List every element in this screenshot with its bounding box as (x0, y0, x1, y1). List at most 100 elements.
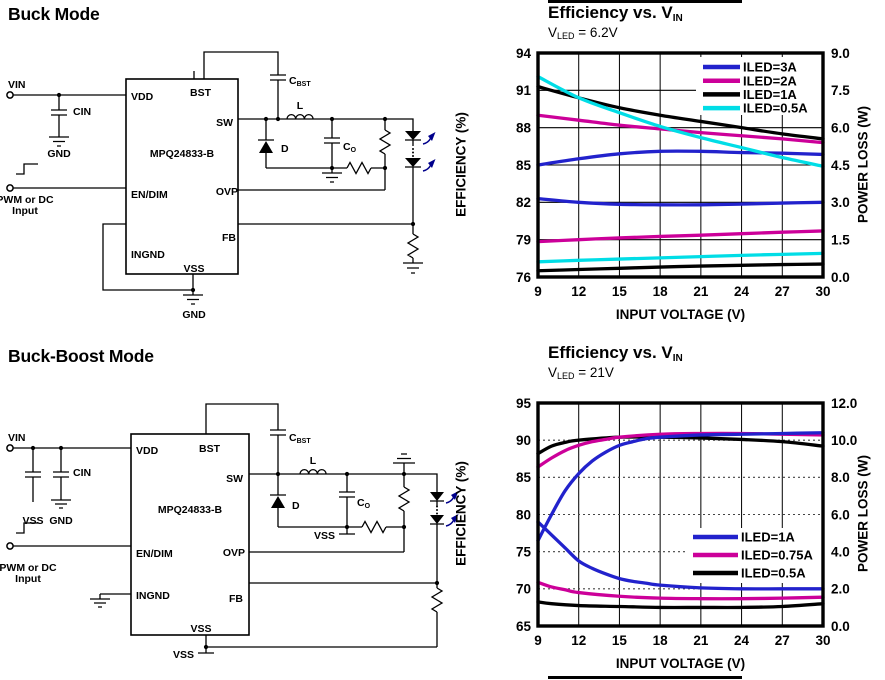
diode-label: D (292, 500, 300, 512)
gnd-label: GND (49, 515, 73, 527)
x-tick: 24 (734, 284, 750, 299)
cbst-label: CBST (289, 75, 311, 88)
buckboost-efficiency-chart: Efficiency vs. VIN VLED = 21V EFFICIENCY… (440, 340, 885, 680)
pin-sw: SW (216, 117, 233, 129)
resistor (378, 129, 392, 155)
legend-label: ILED=0.5A (741, 566, 806, 581)
chart-condition: VLED = 21V (548, 365, 614, 381)
diode-wires (270, 474, 286, 527)
buckboost-mode-schematic: VIN CIN VSS GND PWM or DC Input VDD BST … (0, 403, 459, 661)
bootstrap-capacitor (270, 429, 286, 474)
y-tick-left: 80 (516, 507, 531, 522)
y-tick-right: 3.0 (831, 195, 850, 210)
sense-resistor (346, 161, 372, 175)
series-curve (536, 520, 825, 591)
y-tick-left: 91 (516, 83, 532, 98)
input-capacitor (51, 95, 67, 137)
y-tick-right: 0.0 (831, 619, 850, 634)
x-tick: 27 (775, 633, 790, 648)
y-tick-right: 0.0 (831, 270, 850, 285)
diode-icon (271, 496, 285, 508)
y-tick-right: 7.5 (831, 83, 850, 98)
pwm-label: Input (15, 573, 41, 585)
series-curve (536, 580, 825, 601)
y-tick-right: 4.5 (831, 158, 850, 173)
y-tick-right: 6.0 (831, 120, 850, 135)
pwm-terminal (6, 184, 14, 192)
legend-label: ILED=0.75A (741, 548, 814, 563)
buck-solids (56, 92, 421, 293)
x-tick: 15 (612, 633, 628, 648)
pwm-label: PWM or DC (0, 562, 57, 574)
inductor (299, 469, 327, 475)
chart-title: Efficiency vs. VIN (548, 3, 683, 24)
pin-fb: FB (229, 593, 243, 605)
series-curve (536, 600, 825, 610)
legend-label: ILED=0.5A (743, 101, 808, 116)
legend-label: ILED=2A (743, 73, 797, 88)
co-label: CO (343, 141, 357, 154)
legend-label: ILED=1A (743, 87, 797, 102)
y-tick-left: 79 (516, 232, 531, 247)
x-tick: 12 (571, 284, 586, 299)
ground-symbol (183, 290, 203, 305)
pin-vdd: VDD (131, 91, 154, 103)
x-tick: 21 (693, 284, 709, 299)
input-capacitor (25, 448, 41, 502)
y-tick-right: 6.0 (831, 507, 850, 522)
output-capacitor (339, 474, 355, 527)
feedback-resistor (406, 233, 420, 259)
y-tick-left: 65 (516, 619, 532, 634)
led-light-arrows (445, 491, 459, 527)
y-tick-left: 70 (516, 582, 531, 597)
buckboost-solids (30, 445, 444, 650)
inductor (286, 114, 314, 120)
pin-bst: BST (190, 87, 212, 99)
plot-area: 76 79 82 85 88 91 94 0.0 1.5 3.0 4.5 6.0 7.5 9.0 9 12 15… (516, 46, 850, 299)
vin-label: VIN (8, 79, 26, 91)
plot-border (536, 401, 825, 628)
cin-label: CIN (73, 467, 91, 479)
x-tick: 30 (815, 284, 830, 299)
y-tick-left: 75 (516, 544, 532, 559)
pwm-label: Input (12, 205, 38, 217)
buck-labels: VIN CIN GND PWM or DC Input VDD BST SW M… (0, 75, 357, 321)
series-curve (536, 196, 825, 207)
led-icon (405, 158, 421, 167)
pin-sw: SW (226, 473, 243, 485)
output-capacitor (324, 119, 340, 168)
pwm-step-icon (16, 522, 38, 534)
pin-ovp: OVP (223, 547, 245, 559)
legend-label: ILED=3A (743, 60, 797, 75)
led-icon (430, 492, 444, 501)
co-label: CO (357, 497, 371, 510)
ic-body (130, 433, 250, 636)
led-icon (430, 515, 444, 524)
led-light-arrows (422, 132, 436, 172)
ic-body (125, 78, 239, 275)
ground-symbol (49, 136, 69, 147)
vss-label: VSS (173, 649, 194, 661)
series-curve (536, 262, 825, 273)
buckboost-labels: VIN CIN VSS GND PWM or DC Input VDD BST … (0, 432, 371, 661)
inductor-label: L (310, 455, 317, 467)
part-number: MPQ24833-B (150, 148, 215, 160)
y-tick-left: 88 (516, 120, 532, 135)
vss-label: VSS (314, 530, 335, 542)
pwm-terminal (6, 542, 14, 550)
buck-mode-schematic: VIN CIN GND PWM or DC Input VDD BST SW M… (0, 51, 436, 321)
ground-symbol (322, 168, 342, 183)
gnd-label: GND (47, 148, 71, 160)
y-tick-right: 8.0 (831, 470, 850, 485)
y-tick-left: 82 (516, 195, 531, 210)
pwm-label: PWM or DC (0, 194, 54, 206)
x-tick: 15 (612, 284, 628, 299)
x-tick: 27 (775, 284, 790, 299)
y-tick-right: 4.0 (831, 544, 850, 559)
x-tick: 9 (534, 284, 542, 299)
pin-endim: EN/DIM (131, 189, 168, 201)
x-axis-label: INPUT VOLTAGE (V) (615, 656, 746, 671)
plot-border (536, 51, 825, 279)
buck-efficiency-chart: Efficiency vs. VIN VLED = 6.2V EFFICIENC… (440, 0, 885, 340)
